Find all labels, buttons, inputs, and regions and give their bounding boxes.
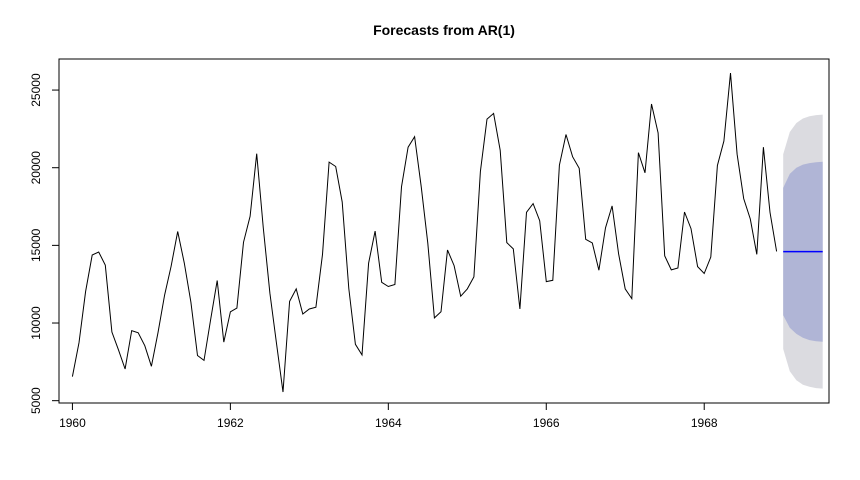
chart-title: Forecasts from AR(1) xyxy=(373,22,515,38)
y-tick-label: 25000 xyxy=(29,73,43,107)
x-tick-label: 1966 xyxy=(533,416,560,430)
x-axis: 1960 1962 1964 1966 1968 xyxy=(59,402,718,430)
y-tick-label: 15000 xyxy=(29,228,43,262)
y-tick-label: 10000 xyxy=(29,306,43,340)
y-tick-label: 20000 xyxy=(29,151,43,185)
y-tick-label: 5000 xyxy=(29,387,43,414)
y-axis: 5000 10000 15000 20000 25000 xyxy=(29,73,60,414)
plot-frame xyxy=(58,58,830,404)
x-tick-label: 1960 xyxy=(59,416,86,430)
x-tick-label: 1962 xyxy=(217,416,244,430)
x-tick-label: 1964 xyxy=(375,416,402,430)
series-group xyxy=(71,73,823,393)
observed-line xyxy=(71,73,778,393)
x-tick-label: 1968 xyxy=(691,416,718,430)
